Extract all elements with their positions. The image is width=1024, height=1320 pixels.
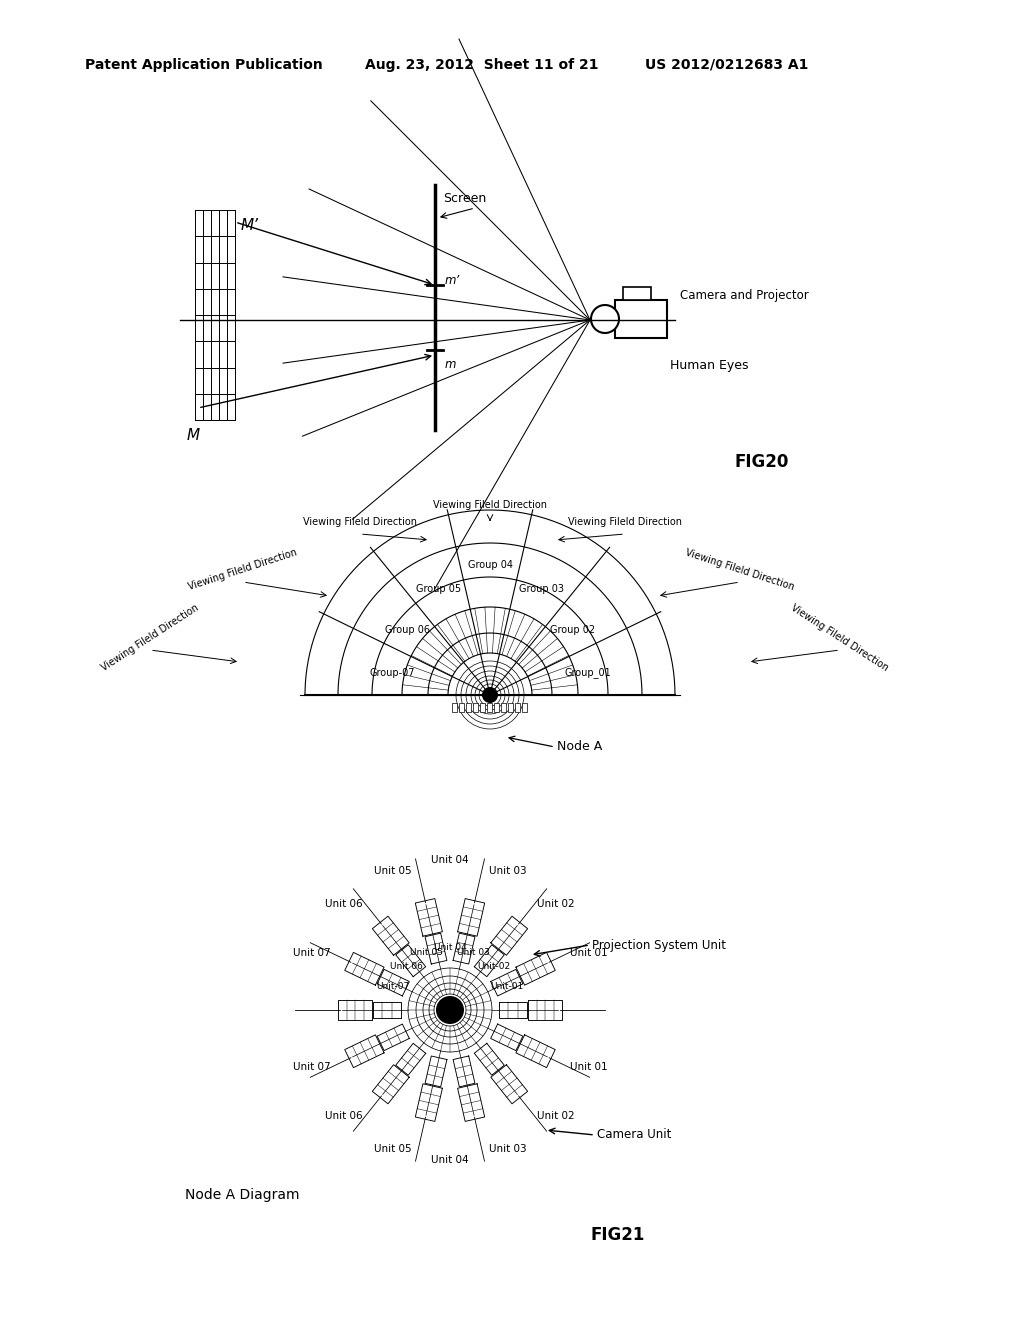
Text: Unit 03: Unit 03	[488, 866, 526, 876]
Text: Aug. 23, 2012  Sheet 11 of 21: Aug. 23, 2012 Sheet 11 of 21	[365, 58, 598, 73]
Text: m’: m’	[445, 273, 460, 286]
Text: Group 04: Group 04	[468, 560, 512, 570]
Bar	[473, 704, 478, 711]
Text: M: M	[187, 428, 200, 442]
Bar	[494, 704, 499, 711]
Text: Viewing Fileld Direction: Viewing Fileld Direction	[790, 603, 891, 673]
Text: Unit 06: Unit 06	[326, 1111, 362, 1121]
Text: Unit 06: Unit 06	[390, 962, 423, 970]
Text: Viewing Fileld Direction: Viewing Fileld Direction	[303, 517, 417, 527]
Text: Unit 05: Unit 05	[374, 866, 412, 876]
Text: Node A Diagram: Node A Diagram	[185, 1188, 299, 1203]
Text: Patent Application Publication: Patent Application Publication	[85, 58, 323, 73]
Text: Group 03: Group 03	[519, 583, 564, 594]
Text: Unit 07: Unit 07	[293, 948, 330, 957]
Bar	[466, 704, 471, 711]
Text: Unit 03: Unit 03	[458, 948, 490, 957]
Text: Unit 05: Unit 05	[410, 948, 442, 957]
Text: m: m	[445, 358, 457, 371]
Text: Viewing Fileld Direction: Viewing Fileld Direction	[568, 517, 682, 527]
Text: Unit 05: Unit 05	[374, 1143, 412, 1154]
Text: Unit-01: Unit-01	[490, 982, 524, 991]
Text: Unit 04: Unit 04	[431, 1155, 469, 1166]
Text: Unit 03: Unit 03	[488, 1143, 526, 1154]
Circle shape	[436, 997, 464, 1024]
Text: Unit-07: Unit-07	[376, 982, 410, 991]
Text: Human Eyes: Human Eyes	[670, 359, 749, 371]
Text: M’: M’	[241, 218, 259, 232]
Bar	[452, 704, 457, 711]
Text: US 2012/0212683 A1: US 2012/0212683 A1	[645, 58, 808, 73]
Text: Viewing Fileld Direction: Viewing Fileld Direction	[99, 603, 201, 673]
Text: Node A: Node A	[557, 741, 602, 754]
Bar	[487, 704, 492, 711]
Text: FIG21: FIG21	[590, 1226, 644, 1243]
Text: Unit-02: Unit-02	[477, 962, 510, 970]
Text: Group 02: Group 02	[550, 624, 595, 635]
Bar	[515, 704, 520, 711]
Text: Group 05: Group 05	[416, 583, 461, 594]
Text: Screen: Screen	[443, 191, 486, 205]
Bar	[623, 286, 651, 300]
Text: Viewing Fileld Direction: Viewing Fileld Direction	[433, 500, 547, 510]
Bar	[615, 300, 667, 338]
Text: FIG20: FIG20	[735, 453, 790, 471]
Text: Unit 07: Unit 07	[293, 1063, 330, 1072]
Text: Camera and Projector: Camera and Projector	[680, 289, 809, 301]
Text: Unit 01: Unit 01	[569, 948, 607, 957]
Bar	[522, 704, 527, 711]
Text: Unit 01: Unit 01	[569, 1063, 607, 1072]
Bar	[501, 704, 506, 711]
Text: Unit 06: Unit 06	[326, 899, 362, 909]
Text: Viewing Fileld Direction: Viewing Fileld Direction	[684, 548, 796, 593]
Text: Unit 04: Unit 04	[433, 944, 466, 953]
Text: Projection System Unit: Projection System Unit	[592, 939, 726, 952]
Text: Camera Unit: Camera Unit	[597, 1129, 672, 1142]
Text: Viewing Fileld Direction: Viewing Fileld Direction	[187, 548, 299, 593]
Text: Unit 02: Unit 02	[538, 899, 574, 909]
Bar	[508, 704, 513, 711]
Text: Unit 04: Unit 04	[431, 855, 469, 865]
Text: Group_01: Group_01	[564, 667, 610, 678]
Text: Group-07: Group-07	[370, 668, 416, 677]
Text: Group 06: Group 06	[385, 624, 430, 635]
Bar	[480, 704, 485, 711]
Text: Unit 02: Unit 02	[538, 1111, 574, 1121]
Circle shape	[482, 686, 498, 704]
Circle shape	[591, 305, 618, 333]
Bar	[459, 704, 464, 711]
